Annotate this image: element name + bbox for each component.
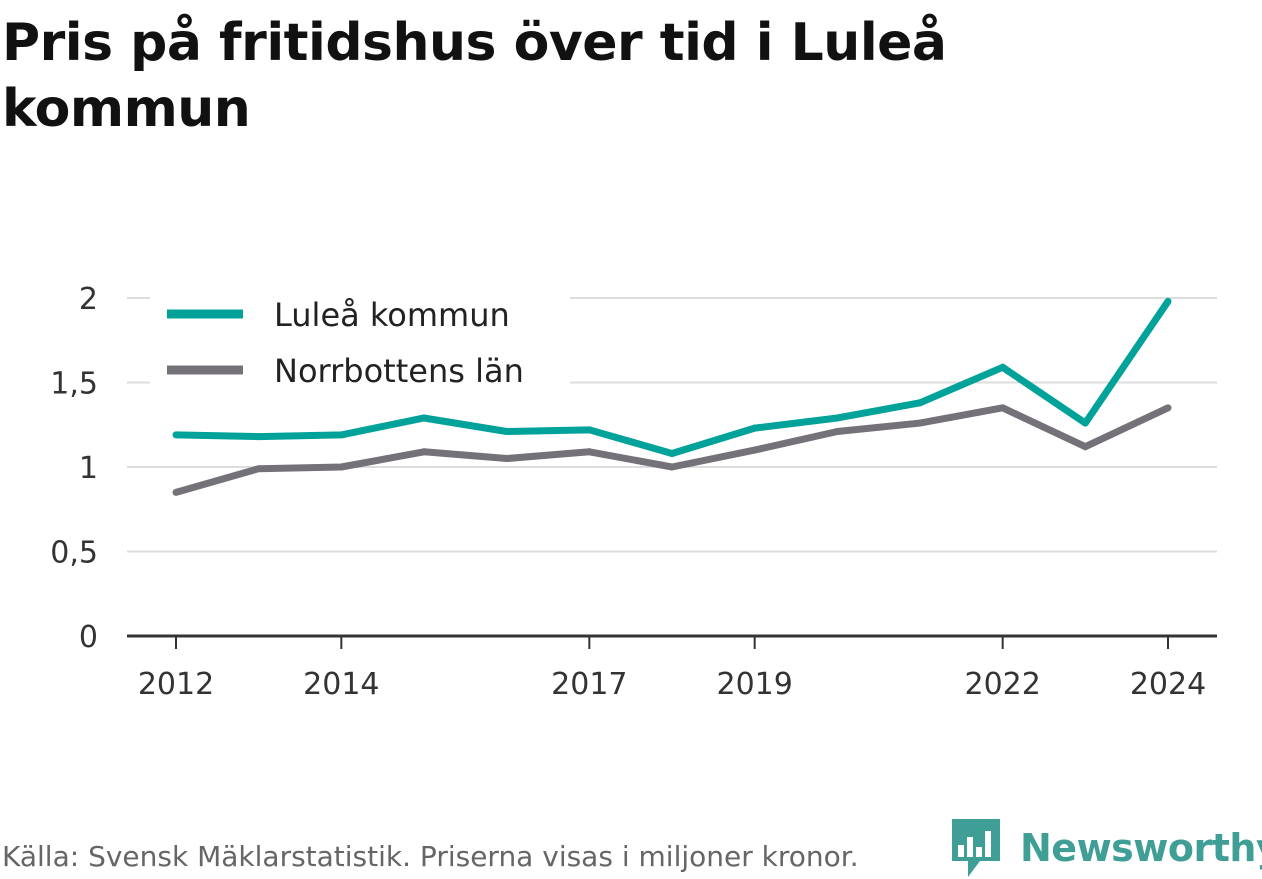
y-tick-label: 1,5 [50,367,98,402]
data-point [1081,419,1089,427]
brand-logo: Newsworthy [950,817,1262,879]
data-point [172,431,180,439]
data-point [1164,404,1172,412]
x-tick-label: 2012 [138,667,214,702]
data-point [999,404,1007,412]
newsworthy-chart-bubble-icon [952,819,1000,877]
data-point [668,463,676,471]
data-point [751,424,759,432]
series-lines [172,297,1172,496]
data-point [833,428,841,436]
data-point [999,363,1007,371]
data-point [503,428,511,436]
legend: Luleå kommun Norrbottens län [150,287,570,397]
data-point [255,465,263,473]
x-tick-label: 2022 [964,667,1040,702]
data-point [255,433,263,441]
data-point [1081,443,1089,451]
data-point [420,414,428,422]
data-point [751,446,759,454]
y-tick-label: 2 [79,282,98,317]
y-tick-label: 1 [79,451,98,486]
data-point [916,399,924,407]
data-point [172,488,180,496]
y-tick-label: 0 [79,620,98,655]
x-tick-label: 2014 [303,667,379,702]
data-point [833,414,841,422]
data-point [668,449,676,457]
x-tick-label: 2019 [716,667,792,702]
y-tick-label: 0,5 [50,536,98,571]
legend-label: Norrbottens län [274,352,524,390]
legend-background [150,287,570,397]
data-point [503,455,511,463]
data-point [337,431,345,439]
data-point [420,448,428,456]
source-note: Källa: Svensk Mäklarstatistik. Priserna … [2,840,859,873]
legend-label: Luleå kommun [274,296,510,334]
x-tick-label: 2017 [551,667,627,702]
x-tick-label: 2024 [1130,667,1206,702]
data-point [337,463,345,471]
chart-title: Pris på fritidshus över tid i Luleå komm… [2,13,947,139]
data-point [1164,297,1172,305]
data-point [916,419,924,427]
axes: 0 0,5 1 1,5 2 2012 2014 2017 2019 2022 2024 [50,282,1217,702]
brand-name: Newsworthy [1020,826,1262,870]
data-point [585,448,593,456]
data-point [585,426,593,434]
